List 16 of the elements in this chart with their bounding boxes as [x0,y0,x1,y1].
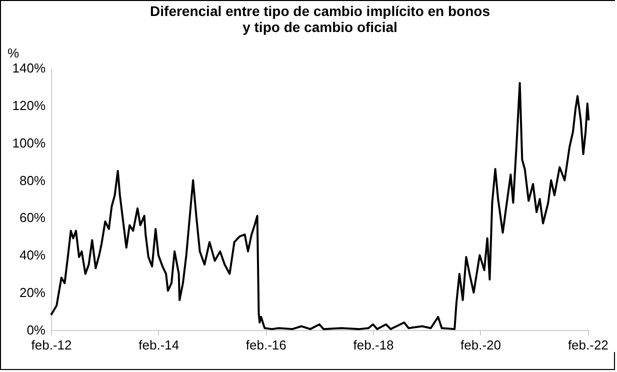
y-tick-label: 100% [12,135,46,150]
y-axis-title: % [8,46,20,60]
chart-title: Diferencial entre tipo de cambio implícito en bonos y tipo de cambio oficial [150,3,490,35]
y-tick-label: 120% [12,98,46,113]
x-tick-label: feb.-12 [31,338,72,352]
y-tick-label: 80% [19,172,46,188]
x-tick-label: feb.-14 [138,338,180,352]
y-tick-label: 140% [12,60,46,76]
y-tick-label: 60% [19,210,46,226]
x-tick-label: feb.-22 [568,338,608,352]
y-tick-label: 0% [26,322,46,338]
x-tick-label: feb.-16 [246,338,286,352]
y-tick-label: 20% [19,285,46,300]
x-tick-label: feb.-18 [353,338,394,352]
x-tick-label: feb.-20 [460,338,502,352]
y-tick-label: 40% [19,248,46,263]
